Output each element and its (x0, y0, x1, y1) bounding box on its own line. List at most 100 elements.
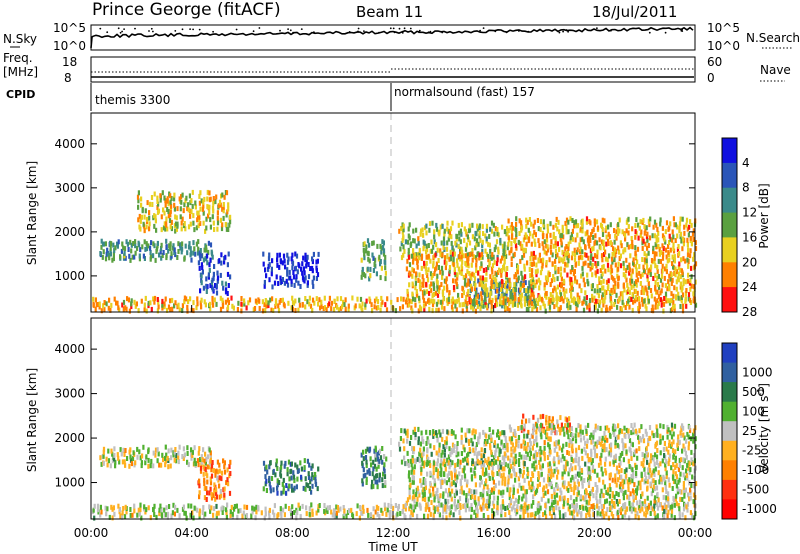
power-echo-cell (432, 292, 436, 297)
power-echo-cell (457, 222, 460, 228)
velocity-echo-cell (459, 478, 462, 484)
power-echo-cell (495, 278, 498, 284)
velocity-echo-cell (585, 488, 588, 494)
power-echo-cell (653, 219, 657, 225)
power-echo-cell (601, 227, 604, 233)
power-echo-cell (464, 253, 467, 259)
velocity-echo-cell (170, 513, 173, 519)
power-echo-cell (694, 240, 697, 246)
power-echo-cell (156, 205, 159, 210)
velocity-echo-cell (547, 468, 550, 474)
power-echo-cell (519, 241, 522, 247)
power-echo-cell (328, 301, 331, 307)
power-echo-cell (660, 250, 663, 256)
power-echo-cell (678, 221, 682, 227)
power-echo-cell (294, 251, 297, 257)
velocity-echo-cell (223, 492, 226, 498)
power-echo-cell (448, 271, 451, 277)
velocity-echo-cell (563, 484, 566, 490)
velocity-echo-cell (452, 480, 455, 486)
velocity-echo-cell (559, 430, 562, 436)
velocity-echo-cell (651, 487, 655, 493)
power-echo-cell (306, 282, 309, 288)
power-echo-cell (471, 271, 474, 277)
power-echo-cell (592, 227, 595, 233)
power-echo-cell (366, 266, 369, 272)
power-echo-cell (171, 297, 174, 303)
velocity-echo-cell (599, 441, 602, 447)
velocity-echo-cell (643, 466, 646, 472)
velocity-echo-cell (290, 483, 293, 489)
power-echo-cell (465, 273, 468, 279)
velocity-echo-cell (388, 510, 391, 515)
power-echo-cell (205, 247, 208, 253)
power-echo-cell (165, 221, 168, 227)
velocity-echo-cell (517, 498, 520, 504)
velocity-echo-cell (689, 495, 692, 501)
power-echo-cell (400, 255, 404, 261)
power-echo-cell (684, 296, 687, 302)
velocity-echo-cell (553, 461, 556, 467)
velocity-echo-cell (157, 451, 160, 457)
power-echo-cell (569, 235, 572, 241)
velocity-echo-cell (516, 504, 519, 510)
power-echo-cell (109, 246, 112, 251)
power-echo-cell (550, 297, 553, 303)
power-echo-cell (408, 222, 411, 228)
power-echo-cell (652, 249, 655, 255)
power-echo-cell (520, 220, 523, 226)
velocity-echo-cell (647, 467, 650, 473)
velocity-echo-cell (674, 449, 677, 455)
velocity-echo-cell (231, 514, 234, 520)
power-echo-cell (423, 260, 426, 266)
power-echo-cell (286, 267, 289, 273)
velocity-echo-cell (377, 456, 380, 462)
velocity-echo-cell (441, 480, 444, 485)
nsearch-dot (393, 31, 396, 34)
power-echo-cell (629, 278, 632, 284)
power-echo-cell (117, 239, 120, 245)
velocity-echo-cell (418, 458, 421, 464)
power-echo-cell (408, 302, 411, 308)
power-echo-cell (481, 289, 484, 295)
power-echo-cell (467, 278, 470, 284)
velocity-echo-cell (542, 512, 545, 517)
power-echo-cell (222, 202, 225, 207)
velocity-echo-cell (641, 452, 644, 457)
velocity-echo-cell (684, 487, 687, 493)
power-echo-cell (576, 232, 579, 238)
nsearch-dot (411, 31, 414, 33)
nsky-tick-top: 10^5 (53, 21, 86, 35)
velocity-echo-cell (376, 511, 379, 517)
power-echo-cell (258, 306, 261, 311)
velocity-echo-cell (590, 448, 593, 454)
velocity-echo-cell (668, 457, 671, 462)
velocity-echo-cell (655, 440, 659, 446)
velocity-echo-cell (288, 483, 291, 489)
power-echo-cell (653, 258, 656, 264)
power-echo-cell (656, 304, 659, 310)
power-echo-cell (284, 264, 287, 270)
power-echo-cell (614, 233, 617, 239)
power-echo-cell (623, 287, 626, 293)
velocity-echo-cell (686, 475, 689, 481)
velocity-echo-cell (501, 493, 504, 498)
velocity-echo-cell (652, 433, 655, 439)
power-echo-cell (509, 295, 512, 301)
nsky-line (90, 26, 694, 49)
velocity-echo-cell (535, 429, 538, 435)
velocity-echo-cell (571, 436, 575, 442)
nsearch-dot (123, 28, 125, 30)
velocity-echo-cell (543, 440, 546, 446)
velocity-echo-cell (584, 425, 587, 431)
velocity-echo-cell (296, 476, 299, 482)
nsearch-dot (189, 28, 192, 30)
velocity-echo-cell (496, 429, 500, 435)
velocity-echo-cell (675, 483, 678, 489)
power-echo-cell (199, 300, 202, 306)
power-echo-cell (596, 308, 599, 314)
power-echo-cell (590, 232, 593, 238)
power-echo-cell (450, 234, 453, 240)
power-echo-cell (519, 281, 522, 287)
power-echo-cell (530, 221, 533, 227)
